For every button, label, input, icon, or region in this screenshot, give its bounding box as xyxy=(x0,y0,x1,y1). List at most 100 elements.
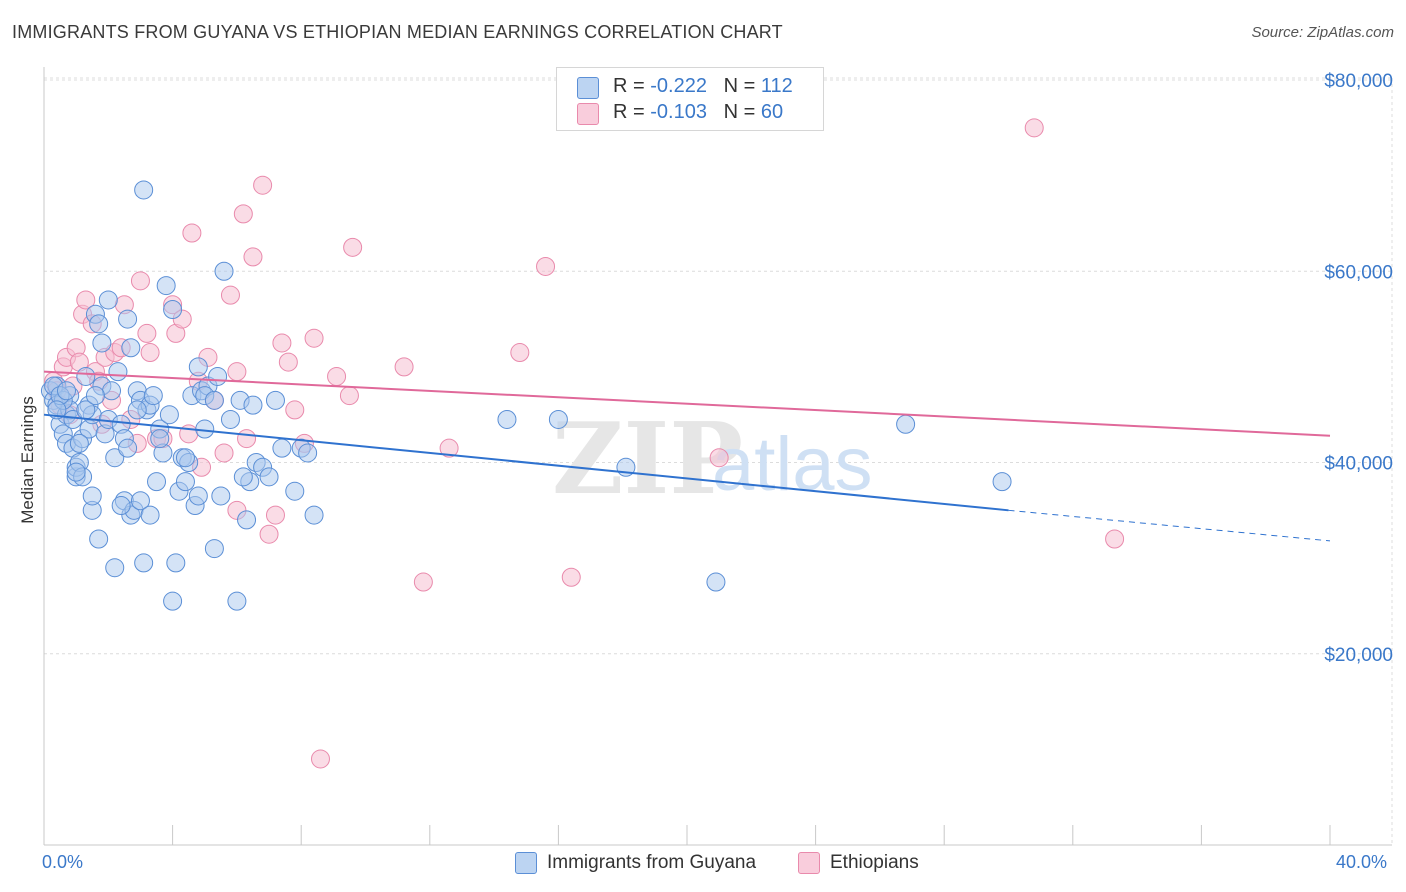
guyana-point xyxy=(189,487,207,505)
guyana-point xyxy=(128,401,146,419)
scatter-chart: ZIP atlas $20,000$40,000$60,000$80,000 xyxy=(0,0,1406,892)
x-tick-label-max: 40.0% xyxy=(1336,852,1387,873)
guyana-point xyxy=(189,358,207,376)
guyana-point xyxy=(176,473,194,491)
guyana-point xyxy=(70,434,88,452)
ethiopians-point xyxy=(234,205,252,223)
ethiopians-point xyxy=(244,248,262,266)
ethiopians-point xyxy=(266,506,284,524)
ethiopians-point xyxy=(328,367,346,385)
guyana-point xyxy=(209,367,227,385)
guyana-point xyxy=(86,387,104,405)
guyana-point xyxy=(212,487,230,505)
guyana-point xyxy=(83,487,101,505)
bottom-legend-swatch-blue xyxy=(515,852,537,874)
n-label: N = xyxy=(724,101,761,123)
guyana-point xyxy=(244,396,262,414)
guyana-point xyxy=(119,439,137,457)
guyana-point xyxy=(112,497,130,515)
guyana-point xyxy=(119,310,137,328)
guyana-point xyxy=(141,506,159,524)
guyana-point xyxy=(67,463,85,481)
ethiopians-point xyxy=(141,344,159,362)
guyana-point xyxy=(90,315,108,333)
guyana-point xyxy=(135,554,153,572)
guyana-point xyxy=(151,430,169,448)
r-label: R = xyxy=(613,101,650,123)
guyana-point xyxy=(286,482,304,500)
ethiopians-point xyxy=(228,363,246,381)
guyana-point xyxy=(260,468,278,486)
guyana-point xyxy=(58,382,76,400)
ethiopians-point xyxy=(511,344,529,362)
guyana-point xyxy=(234,468,252,486)
ethiopians-point xyxy=(273,334,291,352)
x-tick-label-min: 0.0% xyxy=(42,852,83,873)
r-value-ethiopians: -0.103 xyxy=(650,101,707,123)
guyana-point xyxy=(993,473,1011,491)
ethiopians-point xyxy=(305,329,323,347)
guyana-point xyxy=(707,573,725,591)
ethiopians-point xyxy=(215,444,233,462)
ethiopians-point xyxy=(414,573,432,591)
n-label: N = xyxy=(724,75,761,97)
guyana-point xyxy=(99,291,117,309)
legend-text-ethiopians: R = -0.103 N = 60 xyxy=(613,101,783,124)
y-tick-label-1: $40,000 xyxy=(1324,454,1393,475)
ethiopians-point xyxy=(221,286,239,304)
bottom-legend-label-guyana: Immigrants from Guyana xyxy=(547,852,756,874)
guyana-point xyxy=(238,511,256,529)
ethiopians-point xyxy=(395,358,413,376)
r-label: R = xyxy=(613,75,650,97)
guyana-point xyxy=(77,367,95,385)
y-tick-label-2: $60,000 xyxy=(1324,262,1393,283)
ethiopians-point xyxy=(238,430,256,448)
ethiopians-point xyxy=(138,324,156,342)
guyana-point xyxy=(176,449,194,467)
guyana-point xyxy=(299,444,317,462)
bottom-legend-swatch-pink xyxy=(798,852,820,874)
ethiopians-point xyxy=(710,449,728,467)
guyana-point xyxy=(109,363,127,381)
legend-swatch-blue xyxy=(577,77,599,99)
guyana-point xyxy=(157,277,175,295)
guyana-point xyxy=(305,506,323,524)
y-tick-label-0: $20,000 xyxy=(1324,645,1393,666)
guyana-point xyxy=(160,406,178,424)
legend-swatch-pink xyxy=(577,103,599,125)
guyana-point xyxy=(549,410,567,428)
legend-text-guyana: R = -0.222 N = 112 xyxy=(613,75,793,98)
n-value-ethiopians: 60 xyxy=(761,101,783,123)
ethiopians-point xyxy=(1025,119,1043,137)
guyana-point xyxy=(266,391,284,409)
guyana-point xyxy=(167,554,185,572)
ethiopians-point xyxy=(562,568,580,586)
guyana-point xyxy=(93,334,111,352)
stats-legend: R = -0.222 N = 112 R = -0.103 N = 60 xyxy=(556,67,824,131)
guyana-trend-extension xyxy=(1009,510,1331,541)
guyana-point xyxy=(221,410,239,428)
bottom-legend-label-ethiopians: Ethiopians xyxy=(830,852,919,874)
ethiopians-point xyxy=(340,387,358,405)
n-value-guyana: 112 xyxy=(761,75,793,97)
guyana-point xyxy=(144,387,162,405)
guyana-point xyxy=(228,592,246,610)
guyana-point xyxy=(148,473,166,491)
guyana-point xyxy=(215,262,233,280)
guyana-point xyxy=(273,439,291,457)
ethiopians-point xyxy=(131,272,149,290)
guyana-point xyxy=(164,592,182,610)
guyana-point xyxy=(103,382,121,400)
ethiopians-point xyxy=(254,176,272,194)
y-tick-label-3: $80,000 xyxy=(1324,71,1393,92)
ethiopians-point xyxy=(286,401,304,419)
guyana-point xyxy=(897,415,915,433)
guyana-point xyxy=(205,540,223,558)
guyana-point xyxy=(106,559,124,577)
guyana-point xyxy=(498,410,516,428)
ethiopians-point xyxy=(311,750,329,768)
y-tick-labels: $20,000 $40,000 $60,000 $80,000 xyxy=(1324,71,1393,666)
guyana-point xyxy=(135,181,153,199)
guyana-point xyxy=(205,391,223,409)
ethiopians-point xyxy=(1106,530,1124,548)
